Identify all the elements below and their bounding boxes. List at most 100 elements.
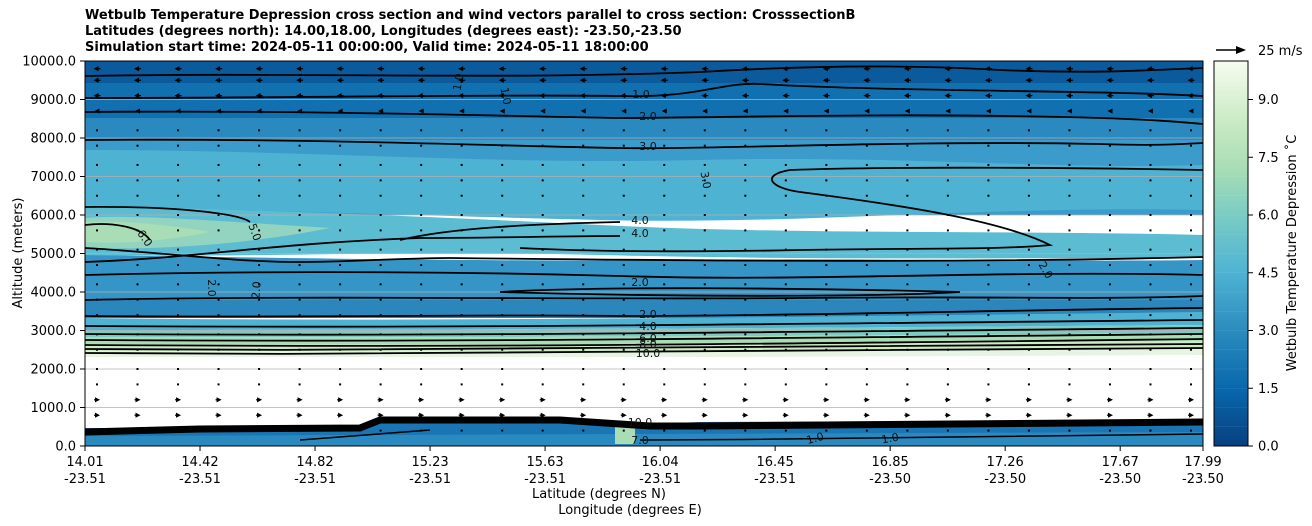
wind-vector-head: [944, 66, 950, 72]
wind-vector-head: [296, 93, 302, 99]
wind-vector: [825, 229, 828, 232]
wind-vector: [865, 429, 868, 432]
wind-vector: [298, 314, 301, 317]
wind-vector-head: [378, 397, 384, 403]
wind-vector: [1027, 129, 1030, 132]
x-tick-lat: 15.63: [526, 455, 563, 470]
wind-vector: [906, 429, 909, 432]
wind-vector: [663, 333, 666, 336]
wind-vector: [1027, 214, 1030, 216]
wind-vector: [744, 163, 747, 166]
wind-vector: [460, 248, 463, 251]
wind-vector: [217, 163, 220, 166]
wind-vector: [1149, 383, 1152, 386]
wind-vector: [622, 179, 625, 182]
wind-vector: [946, 194, 949, 197]
contour-inv-1: [85, 319, 1203, 328]
wind-vector-head: [1146, 66, 1152, 72]
wind-vector: [703, 214, 706, 216]
wind-vector: [744, 333, 747, 336]
x-tick-lat: 14.82: [296, 455, 333, 470]
wind-vector-head: [135, 412, 141, 418]
wind-vector: [784, 348, 787, 351]
wind-vector-head: [905, 412, 911, 418]
wind-vector: [541, 179, 544, 182]
wind-vector: [582, 298, 585, 301]
wind-vector: [663, 368, 666, 370]
wind-vector-head: [419, 412, 425, 418]
title-line-2: Latitudes (degrees north): 14.00,18.00, …: [85, 24, 682, 39]
wind-vector: [501, 214, 504, 216]
wind-vector: [946, 229, 949, 232]
wind-vector: [703, 333, 706, 336]
wind-vector-head: [863, 93, 869, 99]
wind-vector: [744, 129, 747, 132]
wind-vector-head: [174, 77, 180, 83]
colorbar-tick-label: 6.0: [1258, 209, 1279, 224]
title-line-1: Wetbulb Temperature Depression cross sec…: [85, 8, 856, 23]
wind-vector: [622, 163, 625, 166]
wind-vector: [217, 383, 220, 386]
title-line-3: Simulation start time: 2024-05-11 00:00:…: [85, 40, 649, 55]
wind-vector: [136, 383, 139, 386]
wind-vector: [1190, 194, 1192, 197]
wind-vector: [379, 383, 382, 386]
wind-vector: [946, 179, 949, 182]
wind-vector: [379, 163, 382, 166]
wind-vector: [1068, 194, 1071, 197]
colorbar-frame: [1213, 60, 1249, 447]
x-tick-lon: -23.51: [639, 472, 681, 487]
wind-vector-head: [864, 108, 870, 114]
wind-vector: [1190, 129, 1192, 132]
wind-vector: [460, 264, 463, 267]
wind-vector-head: [945, 397, 951, 403]
wind-vector-head: [580, 108, 586, 114]
wind-vector: [339, 248, 342, 251]
wind-vector: [420, 248, 423, 251]
wind-vector-head: [984, 77, 990, 83]
wind-vector: [865, 283, 868, 286]
contour-label: 4.0: [631, 214, 649, 227]
wind-vector-head: [662, 412, 668, 418]
x-tick-lat: 16.45: [757, 455, 794, 470]
wind-vector: [460, 368, 463, 370]
wind-vector: [1108, 429, 1111, 432]
wind-vector-head: [135, 397, 141, 403]
wind-vector: [622, 429, 625, 432]
wind-vector: [177, 383, 180, 386]
wind-vector-head: [702, 108, 708, 114]
wind-vector: [582, 368, 585, 370]
colorbar-tick-label: 4.5: [1258, 266, 1279, 281]
wind-vector: [906, 314, 909, 317]
wind-vector: [744, 429, 747, 432]
wind-vector: [136, 264, 139, 267]
wind-vector: [177, 348, 180, 351]
wind-vector: [663, 264, 666, 267]
wind-vector-head: [95, 412, 100, 418]
y-tick-label: 3000.0: [31, 324, 77, 339]
wind-vector: [177, 163, 180, 166]
wind-vector: [1068, 248, 1071, 251]
wind-vector: [987, 333, 990, 336]
wind-vector: [906, 333, 909, 336]
wind-vector-head: [620, 93, 626, 99]
wind-vector-head: [256, 108, 262, 114]
wind-vector: [865, 368, 868, 370]
wind-vector: [258, 229, 261, 232]
wind-vector: [1108, 194, 1111, 197]
wind-vector-head: [216, 397, 222, 403]
wind-vector-head: [418, 108, 424, 114]
wind-vector: [1027, 383, 1030, 386]
wind-vector: [1068, 229, 1071, 232]
wind-vector: [825, 144, 828, 147]
wind-vector: [582, 144, 585, 147]
wind-vector-head: [822, 66, 828, 72]
wind-vector: [420, 429, 423, 432]
wind-vector-head: [782, 77, 788, 83]
wind-vector-head: [175, 108, 181, 114]
wind-vector: [420, 194, 423, 197]
wind-vector: [217, 368, 220, 370]
wind-vector: [379, 429, 382, 432]
wind-vector-head: [417, 66, 423, 72]
wind-vector: [703, 314, 706, 317]
